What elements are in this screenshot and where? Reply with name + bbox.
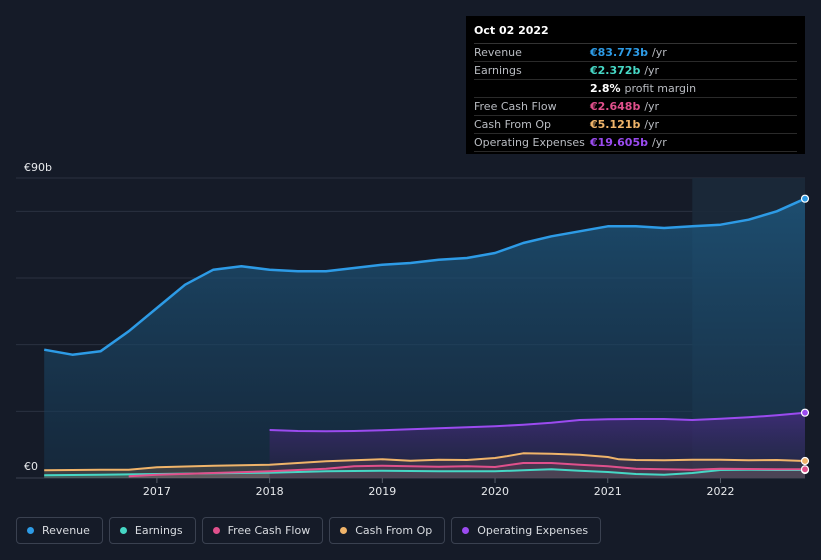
tooltip-row-unit: /yr (644, 64, 660, 77)
legend-item-cash-from-op[interactable]: Cash From Op (329, 517, 446, 544)
tooltip-row-value: €2.372b (590, 64, 641, 77)
tooltip-row-value: €5.121b (590, 118, 641, 131)
legend-label: Earnings (134, 524, 183, 537)
x-tick-label: 2021 (594, 485, 622, 498)
tooltip-row-value: 2.8% (590, 82, 621, 95)
legend-dot-icon (340, 527, 348, 534)
tooltip-date: Oct 02 2022 (474, 24, 797, 44)
tooltip-row-value: €83.773b (590, 46, 648, 59)
tooltip-panel: Oct 02 2022 Revenue €83.773b/yr Earnings €2… (466, 16, 805, 154)
legend-label: Cash From Op (355, 524, 433, 537)
series-lines (43, 197, 806, 478)
operating-expenses-line (269, 411, 806, 433)
tooltip-row-label: Operating Expenses (474, 136, 585, 149)
legend-label: Operating Expenses (477, 524, 589, 537)
free-cash-flow-line (128, 462, 805, 478)
tooltip-row-value: €2.648b (590, 100, 641, 113)
legend-dot-icon (462, 527, 470, 534)
x-tick-label: 2018 (256, 485, 284, 498)
tooltip-row-value: €19.605b (590, 136, 648, 149)
y-axis-top-label: €90b (24, 161, 52, 174)
legend-item-free-cash-flow[interactable]: Free Cash Flow (201, 517, 324, 544)
tooltip-row-unit: profit margin (624, 82, 697, 95)
x-axis-ticks: 2017 2018 2019 2020 2021 2022 (143, 478, 734, 498)
legend-label: Free Cash Flow (227, 524, 311, 537)
tooltip-row: Earnings €2.372b/yr (474, 62, 797, 80)
tooltip-rows: Revenue €83.773b/yr Earnings €2.372b/yr 2.8%… (474, 44, 797, 152)
tooltip-row-label: Earnings (474, 64, 522, 77)
y-axis-bottom-label: €0 (24, 460, 38, 473)
x-tick-label: 2022 (706, 485, 734, 498)
tooltip-row-unit: /yr (644, 118, 660, 131)
x-tick-label: 2019 (368, 485, 396, 498)
x-tick-label: 2020 (481, 485, 509, 498)
legend-dot-icon (212, 527, 220, 534)
cash-from-op-line (44, 452, 806, 472)
tooltip-row-label: Cash From Op (474, 118, 552, 131)
tooltip-row: 2.8% profit margin (474, 80, 797, 98)
revenue-area (44, 198, 805, 478)
tooltip-row: Revenue €83.773b/yr (474, 44, 797, 62)
tooltip-row-label: Free Cash Flow (474, 100, 557, 113)
revenue-line (43, 197, 806, 356)
legend-item-revenue[interactable]: Revenue (16, 517, 103, 544)
series-areas (44, 198, 806, 478)
legend-dot-icon (119, 527, 127, 534)
series-endpoints (800, 194, 810, 475)
chart-svg: 2017 2018 2019 2020 2021 2022 €90b €0 (16, 161, 810, 498)
cash-from-op-endpoint (800, 456, 810, 466)
tooltip-row: Cash From Op €5.121b/yr (474, 116, 797, 134)
legend-item-earnings[interactable]: Earnings (108, 517, 196, 544)
legend: Revenue Earnings Free Cash Flow Cash From O… (16, 517, 602, 544)
free-cash-flow-endpoint (800, 465, 810, 474)
tooltip-row: Operating Expenses €19.605b/yr (474, 134, 797, 152)
tooltip-row-unit: /yr (651, 136, 667, 149)
revenue-endpoint (800, 194, 810, 203)
legend-item-operating-expenses[interactable]: Operating Expenses (451, 517, 602, 544)
tooltip-row-unit: /yr (644, 100, 660, 113)
operating-expenses-area (269, 412, 806, 478)
tooltip-row-label: Revenue (474, 46, 522, 59)
tooltip-row: Free Cash Flow €2.648b/yr (474, 98, 797, 116)
tooltip-row-unit: /yr (651, 46, 667, 59)
x-tick-label: 2017 (143, 485, 171, 498)
legend-dot-icon (27, 527, 34, 534)
operating-expenses-endpoint (800, 408, 810, 417)
legend-label: Revenue (42, 524, 90, 537)
